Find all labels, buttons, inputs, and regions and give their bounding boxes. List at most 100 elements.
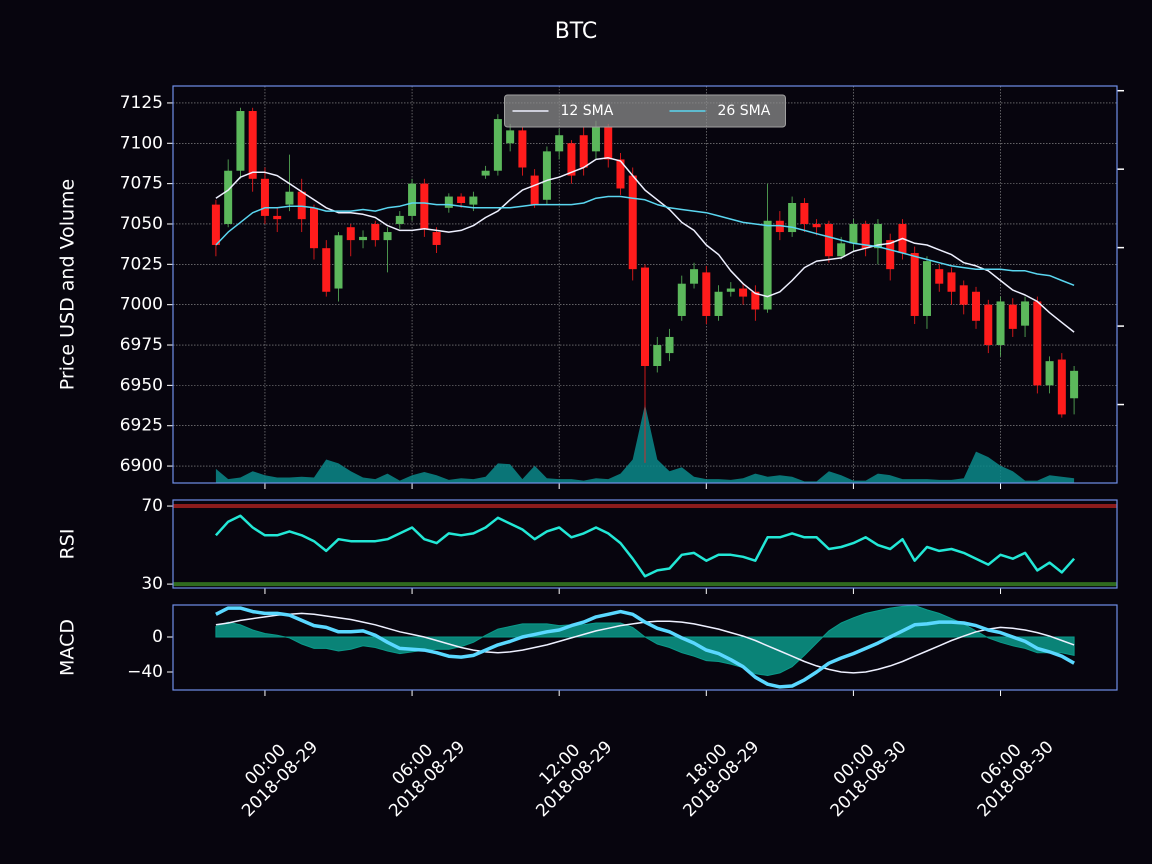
candle-body [322,248,331,292]
candle-body [616,159,625,189]
candle-body [469,196,478,205]
y-tick-label: 6975 [120,335,163,355]
candle-body [297,191,306,220]
y-tick-label: 30 [141,574,163,594]
candle-body [506,130,515,144]
panel-frame [172,499,1118,589]
candle-body [432,232,441,245]
candle-body [248,111,257,179]
legend-box [504,94,786,128]
candle-body [604,127,613,160]
candle-body [1033,301,1042,386]
y-tick-label: 6900 [120,456,163,476]
candle-body [653,345,662,366]
candle-body [726,288,735,292]
y-tick-label: −40 [127,662,163,682]
candle-body [641,267,649,366]
candle-body [236,111,245,171]
candle-body [481,170,490,176]
candle-body [984,304,993,346]
candle-body [996,301,1005,346]
y-tick-label: 6950 [120,375,163,395]
candle-body [824,223,833,257]
candle-body [371,223,380,241]
candle-body [542,151,551,200]
panel-background [173,500,1117,588]
candle-body [420,183,429,229]
candle-body [334,235,343,289]
candle-body [285,191,294,205]
indicator-line [214,514,1076,578]
candle-body [1070,370,1079,399]
y-tick-label: 7100 [120,133,163,153]
candle-body [346,227,355,241]
candle-body [910,253,919,316]
candle-body [309,207,318,249]
candle-body [702,272,711,316]
candle-body [947,272,956,292]
legend-label: 12 SMA [561,103,614,119]
candle-body [1057,359,1066,415]
candle-body [763,220,772,310]
candle-body [224,170,233,224]
indicator-line [215,606,1075,689]
candle-body [812,223,821,228]
candle-body [518,130,527,168]
panel: Price USD and Volume 6900 6925 6950 6975 7000… [57,85,1124,489]
y-tick-label: 70 [141,496,163,516]
candle-body [567,143,576,176]
y-tick-label: 7050 [120,214,163,234]
sma-line [215,157,1075,333]
candle-body [395,215,404,224]
panel-frame [172,604,1118,691]
y-tick-label: 7000 [120,295,163,315]
candle-body [873,223,882,249]
candle-body [714,291,723,316]
y-axis-label: RSI [57,529,79,560]
candle-body [211,204,220,245]
candle-body [751,291,760,310]
y-tick-label: 7025 [120,254,163,274]
candle-body [788,203,797,233]
candle-body [849,223,858,244]
candle-body [1008,304,1017,329]
candle-body [591,127,600,152]
candle-body [493,119,502,171]
candle-body [555,135,564,152]
candle-body [837,243,846,257]
legend-label: 26 SMA [718,103,771,119]
sma-line [215,195,1075,286]
y-axis-label: Price USD and Volume [57,179,79,390]
candle-body [677,283,686,316]
candle-body [972,291,981,321]
candle-body [383,232,392,241]
candle-body [408,183,417,216]
candle-body [739,288,748,297]
candle-body [922,261,931,316]
candle-body [444,196,453,208]
candle-body [886,240,895,270]
candle-body [800,203,809,224]
candle-body [935,269,944,284]
chart-title: BTC [555,19,598,44]
histogram-area [215,604,1075,677]
legend: 12 SMA 26 SMA [504,94,786,128]
candle-body [959,285,968,305]
candle-body [628,175,637,270]
panel: RSI 30 70 [57,496,1118,594]
candle-body [260,178,269,216]
candle-body [579,135,588,168]
y-tick-label: 6925 [120,416,163,436]
candle-body [457,196,466,204]
panel-frame [172,85,1118,484]
candle-body [1021,301,1030,326]
y-tick-label: 7125 [120,93,163,113]
candle-body [359,236,368,241]
candle-body [861,223,870,249]
y-tick-label: 7075 [120,174,163,194]
candle-body [775,220,784,233]
y-tick-label: 0 [152,627,163,647]
candle-body [690,269,699,284]
